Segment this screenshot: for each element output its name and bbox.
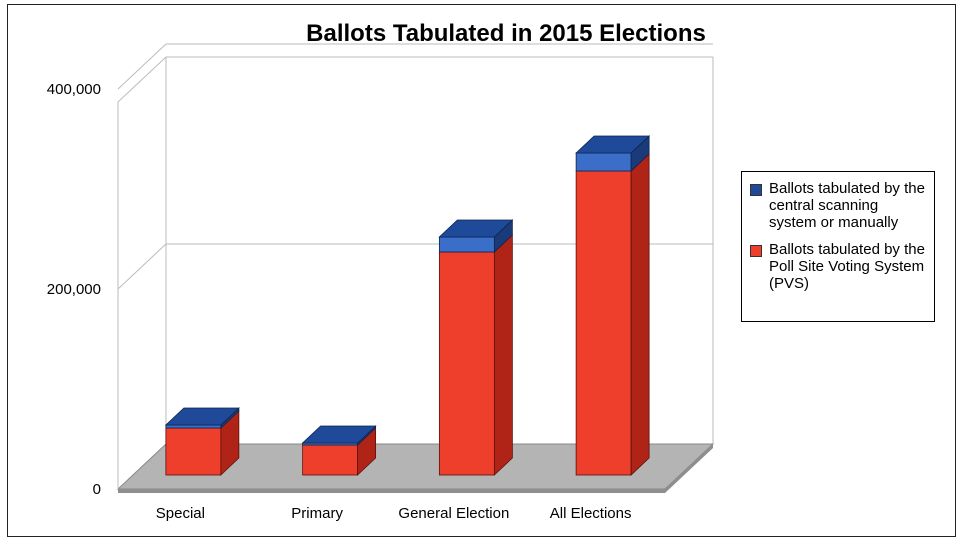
bar-central-0 <box>165 424 222 429</box>
y-tick-label: 200,000 <box>47 281 101 298</box>
side-wall-top <box>117 56 167 103</box>
x-tick-label: All Elections <box>550 505 632 522</box>
bar-top-3 <box>575 135 651 154</box>
bar-central-2 <box>438 236 495 253</box>
x-tick-label: General Election <box>398 505 509 522</box>
chart-title: Ballots Tabulated in 2015 Elections <box>306 20 706 47</box>
y-tick-label: 400,000 <box>47 81 101 98</box>
gridline-side <box>117 43 167 90</box>
legend-label-central: Ballots tabulated by the central scannin… <box>769 180 925 231</box>
bar-pvs-side-2 <box>493 234 513 476</box>
bar-pvs-3 <box>575 170 632 476</box>
bar-pvs-0 <box>165 427 222 476</box>
bar-top-1 <box>301 425 377 444</box>
legend-item-central: Ballots tabulated by the central scannin… <box>750 180 928 231</box>
bar-top-2 <box>438 219 514 238</box>
y-tick-label: 0 <box>93 481 101 498</box>
x-tick-label: Primary <box>291 505 343 522</box>
chart-floor-side <box>665 444 713 493</box>
legend-item-pvs: Ballots tabulated by the Poll Site Votin… <box>750 241 928 292</box>
chart-floor-edge <box>118 489 665 493</box>
chart-legend: Ballots tabulated by the central scannin… <box>741 171 935 322</box>
bar-pvs-2 <box>438 251 495 476</box>
bar-top-0 <box>164 407 240 426</box>
bar-central-3 <box>575 152 632 172</box>
x-tick-label: Special <box>156 505 205 522</box>
bar-pvs-side-3 <box>630 153 650 476</box>
legend-swatch-pvs <box>750 245 762 257</box>
legend-label-pvs: Ballots tabulated by the Poll Site Votin… <box>769 241 925 292</box>
bar-pvs-1 <box>302 444 359 476</box>
legend-swatch-central <box>750 184 762 196</box>
gridline-side <box>117 243 167 290</box>
